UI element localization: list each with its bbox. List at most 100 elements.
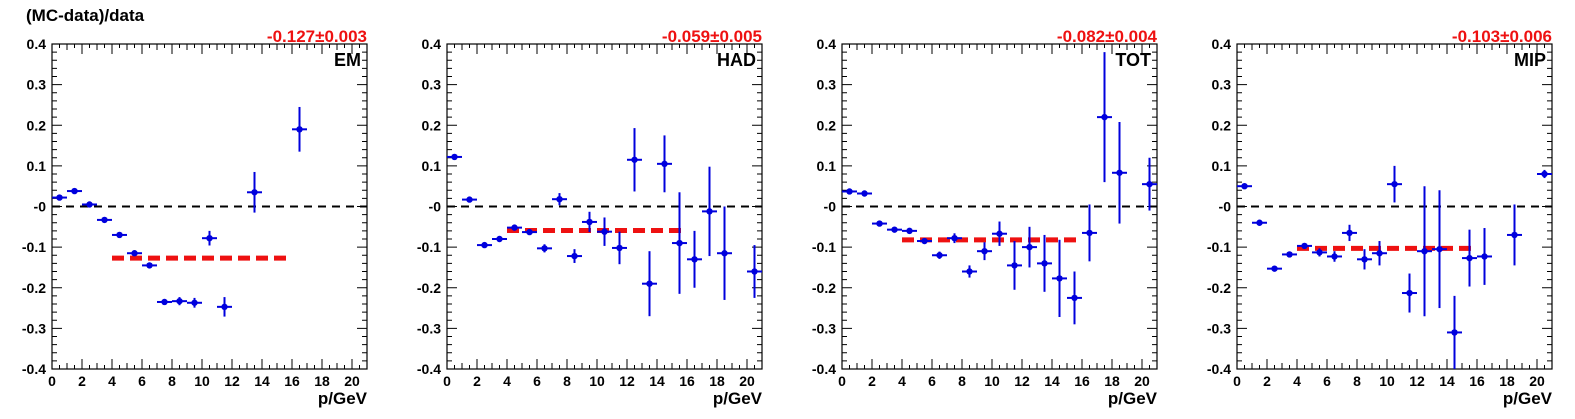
- x-tick-label: 0: [838, 373, 846, 389]
- data-point: [921, 237, 928, 245]
- x-tick-label: 10: [1379, 373, 1395, 389]
- data-point: [616, 244, 623, 252]
- data-point: [966, 268, 973, 275]
- data-point: [891, 226, 898, 233]
- y-tick-label: 0.2: [1212, 117, 1232, 133]
- data-point: [1146, 180, 1153, 188]
- data-point: [176, 297, 183, 305]
- data-point: [221, 303, 228, 311]
- data-point: [86, 201, 93, 208]
- data-point: [676, 239, 683, 247]
- y-tick-label: -0: [1219, 199, 1232, 215]
- x-tick-label: 20: [1529, 373, 1545, 389]
- figure-title: (MC-data)/data: [26, 6, 145, 25]
- y-tick-label: -0.3: [22, 320, 46, 336]
- data-point: [1511, 231, 1518, 239]
- y-tick-label: -0.3: [1207, 320, 1231, 336]
- x-axis-label: p/GeV: [1503, 389, 1553, 408]
- panel-label: MIP: [1514, 50, 1546, 70]
- y-tick-label: -0.1: [812, 239, 836, 255]
- data-point: [451, 153, 458, 161]
- x-tick-label: 0: [443, 373, 451, 389]
- x-tick-label: 12: [619, 373, 635, 389]
- y-tick-label: -0.1: [417, 239, 441, 255]
- data-point: [1451, 329, 1458, 336]
- x-tick-label: 4: [1293, 373, 1301, 389]
- x-tick-label: 18: [1104, 373, 1120, 389]
- x-tick-label: 6: [1323, 373, 1331, 389]
- x-tick-label: 8: [563, 373, 571, 389]
- data-point: [1331, 253, 1338, 260]
- data-point: [101, 216, 108, 224]
- data-point: [1041, 260, 1048, 267]
- y-tick-label: 0.1: [817, 158, 837, 174]
- x-tick-label: 2: [78, 373, 86, 389]
- x-tick-label: 8: [1353, 373, 1361, 389]
- data-point: [1026, 243, 1033, 251]
- data-point: [706, 208, 713, 215]
- y-tick-label: -0.4: [22, 361, 46, 377]
- y-tick-label: -0.2: [417, 280, 441, 296]
- data-point: [571, 252, 578, 260]
- y-tick-label: 0.4: [422, 36, 442, 52]
- data-point: [1421, 247, 1428, 255]
- x-tick-label: 12: [1014, 373, 1030, 389]
- x-tick-label: 18: [314, 373, 330, 389]
- data-point: [1301, 242, 1308, 250]
- data-point: [846, 188, 853, 195]
- data-point: [1376, 250, 1383, 257]
- y-tick-label: -0.2: [1207, 280, 1231, 296]
- x-tick-label: 12: [224, 373, 240, 389]
- data-point: [1541, 170, 1548, 178]
- x-tick-label: 20: [344, 373, 360, 389]
- x-tick-label: 10: [984, 373, 1000, 389]
- data-point: [466, 196, 473, 203]
- x-tick-label: 2: [1263, 373, 1271, 389]
- data-point: [481, 241, 488, 249]
- data-point: [1286, 251, 1293, 258]
- data-point: [146, 262, 153, 269]
- data-point: [496, 235, 503, 243]
- data-point: [1361, 256, 1368, 263]
- data-point: [296, 126, 303, 133]
- data-point: [951, 234, 958, 242]
- x-tick-label: 4: [898, 373, 906, 389]
- x-tick-label: 10: [589, 373, 605, 389]
- x-tick-label: 14: [254, 373, 270, 389]
- y-tick-label: 0.4: [817, 36, 837, 52]
- data-point: [601, 228, 608, 235]
- x-tick-label: 6: [138, 373, 146, 389]
- data-point: [206, 234, 213, 242]
- data-point: [131, 250, 138, 257]
- data-point: [1101, 113, 1108, 121]
- data-point: [996, 230, 1003, 237]
- y-tick-label: 0.4: [1212, 36, 1232, 52]
- data-point: [906, 227, 913, 235]
- data-point: [1466, 254, 1473, 262]
- data-point: [586, 218, 593, 226]
- x-tick-label: 8: [168, 373, 176, 389]
- x-tick-label: 14: [649, 373, 665, 389]
- data-point: [1436, 245, 1443, 253]
- data-point: [721, 250, 728, 257]
- x-tick-label: 16: [284, 373, 300, 389]
- y-tick-label: -0: [34, 199, 47, 215]
- data-point: [1406, 289, 1413, 297]
- data-point: [661, 160, 668, 168]
- y-tick-label: -0.3: [812, 320, 836, 336]
- x-axis-label: p/GeV: [318, 389, 368, 408]
- data-point: [116, 231, 123, 239]
- x-tick-label: 16: [679, 373, 695, 389]
- y-tick-label: 0.2: [422, 117, 442, 133]
- x-tick-label: 14: [1439, 373, 1455, 389]
- y-tick-label: -0.3: [417, 320, 441, 336]
- y-tick-label: 0.3: [1212, 77, 1232, 93]
- x-tick-label: 14: [1044, 373, 1060, 389]
- y-tick-label: -0.2: [812, 280, 836, 296]
- data-point: [1241, 182, 1248, 190]
- fit-result-label: -0.103±0.006: [1452, 27, 1552, 46]
- data-point: [526, 228, 533, 236]
- y-tick-label: 0.4: [27, 36, 47, 52]
- x-tick-label: 16: [1074, 373, 1090, 389]
